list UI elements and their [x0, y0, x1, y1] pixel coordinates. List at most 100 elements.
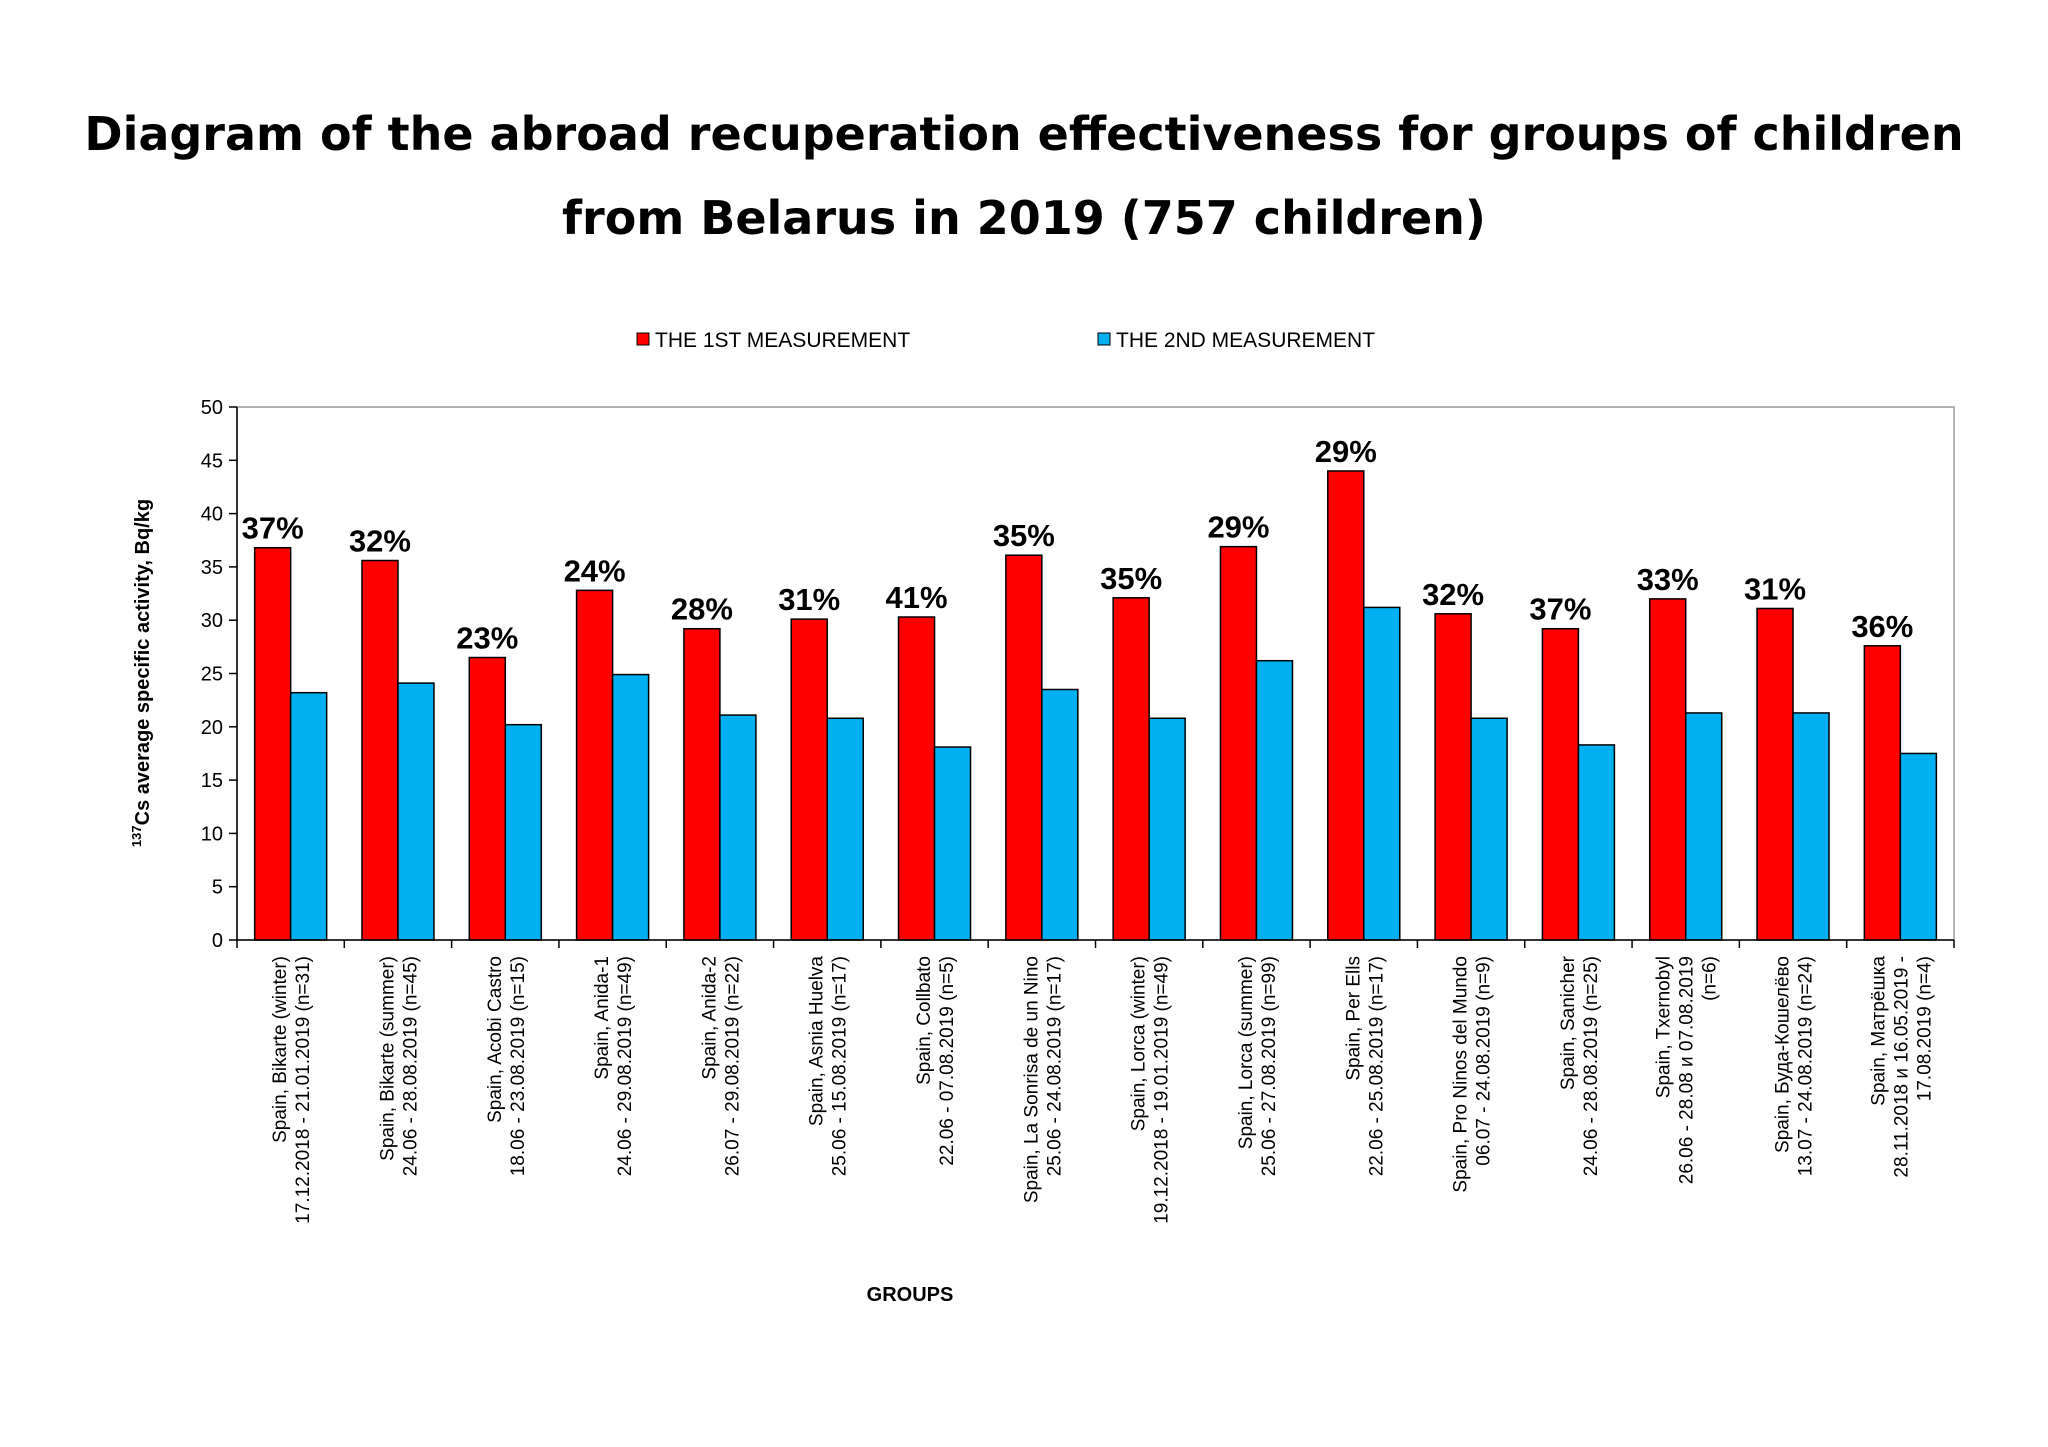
category-label-line: 17.08.2019 (n=4): [1914, 956, 1935, 1101]
x-axis-title: GROUPS: [867, 1284, 954, 1306]
category-label: Spain, Asnia Huelva 25.06 - 15.08.2019 (n…: [807, 956, 851, 1177]
category-label-line: Spain, Lorca (summer): [1236, 956, 1257, 1149]
category-label-line: 18.06 - 23.08.2019 (n=15): [508, 956, 529, 1176]
y-tick-label: 5: [212, 877, 223, 899]
category-label-line: Spain, Collbato: [914, 956, 935, 1085]
category-label-line: Spain, Bikarte (summer): [377, 956, 398, 1161]
bar-1st-measurement: [1219, 545, 1258, 941]
category-label: Spain, Anida-2 26.07 - 29.08.2019 (n=22): [699, 956, 743, 1176]
bar-1st-measurement: [1434, 613, 1472, 941]
percent-reduction-label: 41%: [886, 580, 948, 615]
y-axis-title-text: Cs average specific activity, Bq/kg: [132, 499, 154, 825]
category-label-line: Spain, Bikarte (winter): [270, 956, 291, 1143]
y-tick-label: 30: [201, 610, 223, 632]
y-tick-label: 20: [201, 717, 223, 739]
legend: THE 1ST MEASUREMENT THE 2ND MEASUREMENT: [636, 329, 1375, 352]
category-label-line: Spain, Lorca (winter): [1129, 956, 1150, 1131]
category-label-line: Spain, Acobi Castro: [485, 956, 506, 1123]
category-label: Spain, Collbato 22.06 - 07.08.2019 (n=5): [914, 956, 958, 1166]
category-label: Spain, Sanicher 24.06 - 28.08.2019 (n=25): [1558, 955, 1602, 1176]
bar-1st-measurement: [468, 656, 507, 941]
percent-reduction-label: 35%: [1100, 561, 1162, 596]
percent-reduction-label: 37%: [242, 511, 304, 546]
percent-reduction-label: 23%: [456, 621, 518, 656]
bar-2nd-measurement: [719, 714, 757, 941]
bar-2nd-measurement: [1899, 752, 1938, 941]
bar-1st-measurement: [897, 616, 936, 941]
percent-reduction-label: 32%: [349, 524, 411, 559]
bar-2nd-measurement: [611, 673, 650, 941]
y-axis-title: 137Cs average specific activity, Bq/kg: [129, 499, 154, 847]
category-label-line: 22.06 - 07.08.2019 (n=5): [937, 956, 958, 1166]
percent-reduction-label: 28%: [671, 592, 733, 627]
category-label: Spain, Bikarte (summer) 24.06 - 28.08.201…: [377, 956, 421, 1176]
bar-2nd-measurement: [1363, 606, 1401, 941]
category-label-line: 26.06 - 28.08 и 07.08.2019: [1677, 956, 1698, 1184]
category-label: Spain, Anida-1 24.06 - 29.08.2019 (n=49): [592, 956, 636, 1176]
category-label-line: 22.06 - 25.08.2019 (n=17): [1366, 956, 1387, 1176]
category-label-line: 24.06 - 28.08.2019 (n=25): [1581, 956, 1602, 1176]
bar-1st-measurement: [575, 589, 614, 941]
bar-2nd-measurement: [289, 691, 328, 941]
chart-title-line-2: from Belarus in 2019 (757 children): [562, 191, 1486, 245]
x-ticks: [236, 940, 1955, 948]
bar-2nd-measurement: [933, 746, 972, 941]
category-label-line: 24.06 - 28.08.2019 (n=45): [400, 956, 421, 1176]
bars: [253, 470, 1938, 941]
category-label-line: Spain, Txernobyl: [1654, 956, 1675, 1098]
legend-swatch-2nd: [1097, 332, 1111, 346]
category-label-line: 25.06 - 15.08.2019 (n=17): [830, 956, 851, 1176]
category-label-line: (n=6): [1700, 956, 1721, 1001]
bar-2nd-measurement: [1148, 717, 1186, 941]
category-label: Spain, Per Ells 22.06 - 25.08.2019 (n=17): [1343, 956, 1387, 1176]
category-labels: Spain, Bikarte (winter) 17.12.2018 - 21.0…: [270, 955, 1935, 1223]
y-tick-label: 25: [201, 664, 223, 686]
category-label-line: 24.06 - 29.08.2019 (n=49): [615, 956, 636, 1176]
category-label-line: 25.06 - 24.08.2019 (n=17): [1044, 956, 1065, 1176]
category-label: Spain, Txernobyl 26.06 - 28.08 и 07.08.20…: [1654, 956, 1721, 1184]
category-label-line: 13.07 - 24.08.2019 (n=24): [1796, 956, 1817, 1176]
category-label: Spain, Lorca (winter) 19.12.2018 - 19.01.…: [1129, 956, 1173, 1224]
category-label-line: 26.07 - 29.08.2019 (n=22): [722, 956, 743, 1176]
bar-1st-measurement: [1327, 470, 1365, 941]
category-label-line: 19.12.2018 - 19.01.2019 (n=49): [1152, 956, 1173, 1224]
chart-title: Diagram of the abroad recuperation effec…: [0, 92, 2048, 260]
percent-reduction-label: 24%: [564, 553, 626, 588]
category-label-line: 06.07 - 24.08.2019 (n=9): [1474, 956, 1495, 1166]
category-label-line: Spain, Asnia Huelva: [807, 956, 828, 1126]
percent-reduction-label: 35%: [993, 518, 1055, 553]
category-label-line: 17.12.2018 - 21.01.2019 (n=31): [293, 956, 314, 1224]
bar-2nd-measurement: [1577, 744, 1616, 941]
category-label-line: Spain, Anida-1: [592, 956, 613, 1080]
category-label: Spain, Acobi Castro 18.06 - 23.08.2019 (n…: [485, 956, 529, 1176]
category-label-line: Spain, Per Ells: [1343, 956, 1364, 1081]
category-label: Spain, La Sonrisa de un Nino 25.06 - 24.0…: [1021, 956, 1065, 1203]
bar-1st-measurement: [1005, 554, 1043, 941]
category-label-line: Spain, La Sonrisa de un Nino: [1021, 956, 1042, 1203]
bar-1st-measurement: [790, 618, 828, 941]
bar-2nd-measurement: [397, 682, 435, 941]
category-label-line: Spain, Sanicher: [1558, 955, 1579, 1090]
category-label: Spain, Матрёшка 28.11.2018 и 16.05.2019 -…: [1868, 956, 1935, 1178]
y-axis-title-superscript: 137: [129, 825, 144, 847]
percent-reduction-label: 31%: [1744, 571, 1806, 606]
percent-reduction-label: 36%: [1851, 609, 1913, 644]
bar-1st-measurement: [1541, 627, 1580, 941]
category-label: Spain, Pro Ninos del Mundo 06.07 - 24.08.…: [1451, 956, 1495, 1193]
y-tick-label: 40: [201, 504, 223, 526]
percent-labels: 37% 32% 23% 24% 28% 31% 41% 35% 35% 29% 29% 32% 37% 3…: [242, 434, 1914, 656]
legend-label-2nd: THE 2ND MEASUREMENT: [1116, 329, 1375, 352]
bar-1st-measurement: [1756, 607, 1794, 941]
bar-2nd-measurement: [826, 717, 864, 941]
bar-2nd-measurement: [1470, 717, 1508, 941]
bar-1st-measurement: [1863, 645, 1902, 941]
y-tick-label: 0: [212, 930, 223, 952]
bar-2nd-measurement: [1684, 712, 1723, 941]
bar-1st-measurement: [1112, 597, 1150, 941]
y-tick-label: 15: [201, 770, 223, 792]
y-tick-label: 10: [201, 823, 223, 845]
category-label-line: Spain, Буда-Кошелёво: [1773, 956, 1794, 1153]
category-label-line: Spain, Pro Ninos del Mundo: [1451, 956, 1472, 1193]
category-label-line: 28.11.2018 и 16.05.2019 -: [1891, 956, 1912, 1178]
